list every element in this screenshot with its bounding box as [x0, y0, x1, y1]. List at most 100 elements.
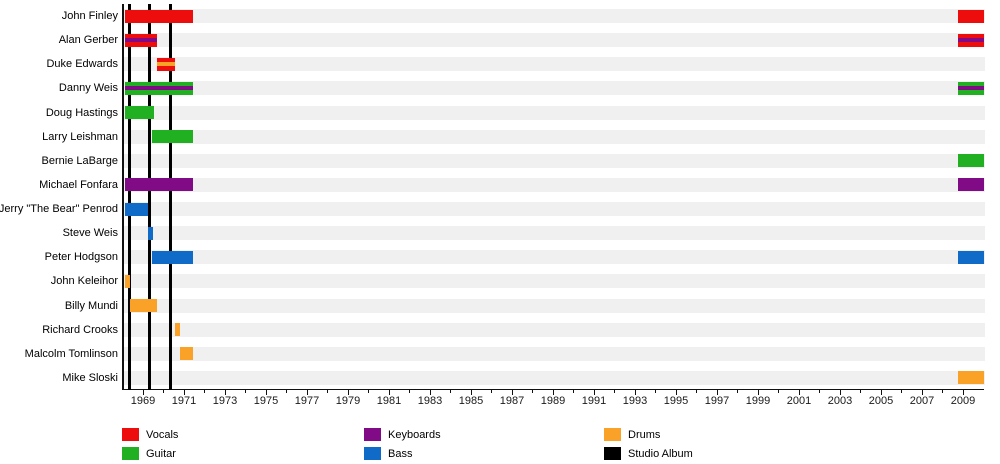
minor-tick: [614, 390, 615, 393]
x-axis-year-label: 1995: [663, 395, 689, 407]
major-tick: [675, 390, 677, 395]
x-axis-year-label: 1989: [540, 395, 566, 407]
member-name-label: Steve Weis: [62, 227, 118, 240]
minor-tick: [819, 390, 820, 393]
x-axis-year-label: 1999: [745, 395, 771, 407]
member-name-labels: John Finley Alan Gerber Duke Edwards Danny …: [0, 4, 118, 390]
legend-label: Bass: [388, 447, 413, 460]
member-name-label: John Finley: [61, 10, 118, 23]
minor-tick: [901, 390, 902, 393]
row-background-stripe: [122, 129, 985, 144]
major-tick: [634, 390, 636, 395]
x-axis-year-label: 2003: [827, 395, 853, 407]
timeline-bar: [957, 250, 984, 264]
major-tick: [142, 390, 144, 395]
major-tick: [962, 390, 964, 395]
timeline-bar: [179, 347, 194, 361]
member-name-label: Billy Mundi: [64, 299, 118, 312]
x-axis-year-label: 1969: [130, 395, 156, 407]
minor-tick: [860, 390, 861, 393]
major-tick: [593, 390, 595, 395]
member-name-label: Richard Crooks: [42, 323, 118, 336]
x-axis: 1969 1971 1973 1975 1977 1979 1981 1983 1985 1987…: [122, 389, 985, 413]
row-background-stripe: [122, 33, 985, 48]
major-tick: [880, 390, 882, 395]
minor-tick: [163, 390, 164, 393]
major-tick: [511, 390, 513, 395]
x-axis-year-label: 1981: [376, 395, 402, 407]
x-axis-year-label: 2007: [909, 395, 935, 407]
major-tick: [552, 390, 554, 395]
major-tick: [306, 390, 308, 395]
timeline-bar: [124, 33, 157, 47]
legend-item-vocals: Vocals: [122, 428, 302, 441]
timeline-bar: [148, 226, 154, 240]
timeline-bar: [156, 57, 175, 71]
secondary-role-stripe: [124, 86, 194, 91]
row-background-stripe: [122, 226, 985, 241]
timeline-bar: [124, 274, 130, 288]
x-axis-line: [122, 389, 984, 390]
x-axis-year-label: 2009: [950, 395, 976, 407]
timeline-bar: [124, 81, 194, 95]
minor-tick: [450, 390, 451, 393]
legend-swatch-vocals: [122, 428, 139, 441]
x-axis-year-label: 1975: [253, 395, 279, 407]
minor-tick: [204, 390, 205, 393]
x-axis-year-label: 2001: [786, 395, 812, 407]
major-tick: [429, 390, 431, 395]
major-tick: [470, 390, 472, 395]
member-name-label: Bernie LaBarge: [41, 154, 118, 167]
studio-album-line: [147, 4, 151, 390]
legend: Vocals Guitar Keyboards Bass Drums Studio Alb…: [0, 421, 1000, 464]
row-background-stripe: [122, 298, 985, 313]
legend-label: Guitar: [146, 447, 176, 460]
member-name-label: Jerry "The Bear" Penrod: [0, 203, 118, 216]
row-background-stripe: [122, 153, 985, 168]
member-name-label: Larry Leishman: [42, 130, 118, 143]
x-axis-year-label: 1987: [499, 395, 525, 407]
legend-swatch-drums: [604, 428, 621, 441]
major-tick: [921, 390, 923, 395]
legend-item-bass: Bass: [364, 447, 544, 460]
major-tick: [265, 390, 267, 395]
legend-swatch-bass: [364, 447, 381, 460]
timeline-bar: [124, 202, 149, 216]
member-name-label: Doug Hastings: [45, 106, 118, 119]
x-axis-year-label: 1977: [294, 395, 320, 407]
legend-label: Studio Album: [628, 447, 693, 460]
row-background-stripe: [122, 9, 985, 24]
minor-tick: [245, 390, 246, 393]
x-axis-year-label: 1973: [212, 395, 238, 407]
legend-item-keyboards: Keyboards: [364, 428, 544, 441]
studio-album-line: [128, 4, 132, 390]
row-background-stripe: [122, 322, 985, 337]
member-name-label: Duke Edwards: [46, 58, 118, 71]
row-background-stripe: [122, 346, 985, 361]
timeline-bar: [124, 178, 194, 192]
major-tick: [798, 390, 800, 395]
major-tick: [757, 390, 759, 395]
x-axis-year-label: 1979: [335, 395, 361, 407]
timeline-bar: [129, 299, 157, 313]
timeline-bar: [957, 178, 984, 192]
minor-tick: [491, 390, 492, 393]
studio-album-line: [169, 4, 173, 390]
secondary-role-stripe: [124, 38, 157, 43]
minor-tick: [778, 390, 779, 393]
minor-tick: [573, 390, 574, 393]
timeline-bar: [152, 250, 194, 264]
member-name-label: Alan Gerber: [58, 34, 118, 47]
timeline-bar: [152, 130, 194, 144]
x-axis-year-label: 1971: [171, 395, 197, 407]
legend-label: Vocals: [146, 428, 179, 441]
row-background-stripe: [122, 370, 985, 385]
major-tick: [716, 390, 718, 395]
member-name-label: Malcolm Tomlinson: [24, 347, 118, 360]
timeline-bar: [957, 9, 984, 23]
timeline-bar: [957, 371, 984, 385]
minor-tick: [286, 390, 287, 393]
minor-tick: [696, 390, 697, 393]
member-name-label: Danny Weis: [58, 82, 118, 95]
